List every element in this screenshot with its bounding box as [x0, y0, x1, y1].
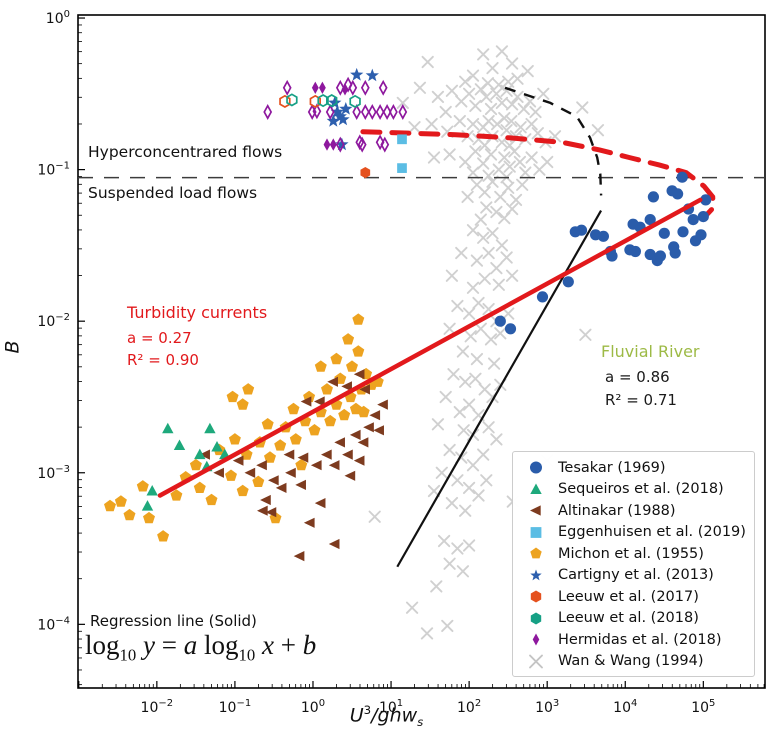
legend-item-label: Eggenhuisen et al. (2019)	[558, 524, 746, 541]
annotation-regression-note: Regression line (Solid)	[90, 612, 257, 630]
legend-item: Leeuw et al. (2017)	[513, 586, 754, 608]
legend-item: Hermidas et al. (2018)	[513, 629, 754, 651]
svg-text:105: 105	[691, 698, 715, 716]
legend-item: Wan & Wang (1994)	[513, 651, 754, 673]
text-segment	[255, 630, 262, 660]
dthin-legend-marker-icon	[532, 633, 540, 646]
x-legend-marker-icon	[529, 654, 543, 669]
series-cartigny	[326, 67, 379, 151]
annotation-fluvial-river: Fluvial River	[601, 342, 700, 361]
fluvial-regression-line	[396, 209, 603, 568]
legend-item-label: Sequeiros et al. (2018)	[558, 481, 724, 498]
svg-text:10−1: 10−1	[219, 698, 252, 716]
text-segment: U	[349, 704, 364, 727]
tri_up-legend-marker-icon	[530, 483, 542, 494]
annotation-turbidity-a: a = 0.27	[127, 329, 192, 347]
text-segment: /ghw	[371, 704, 418, 727]
annotation-fluvial-r2: R² = 0.71	[605, 391, 677, 409]
regression-equation: log10 y = a log10 x + b	[85, 630, 316, 665]
svg-text:10−2: 10−2	[37, 312, 70, 330]
svg-text:104: 104	[613, 698, 637, 716]
legend-item-label: Tesakar (1969)	[558, 459, 666, 476]
legend-item: Sequeiros et al. (2018)	[513, 479, 754, 501]
svg-text:10−4: 10−4	[37, 615, 70, 633]
series-hermidas-filled	[311, 81, 349, 151]
text-segment: +	[273, 630, 303, 660]
text-segment: s	[417, 715, 424, 730]
hex-legend-marker-icon	[530, 612, 542, 625]
series-leeuw2017-open	[279, 94, 321, 108]
legend-item-label: Wan & Wang (1994)	[558, 653, 704, 670]
svg-text:100: 100	[301, 698, 325, 716]
square-legend-marker-icon	[530, 526, 542, 538]
svg-text:100: 100	[46, 9, 70, 27]
text-segment: a	[183, 630, 198, 660]
legend-item: Leeuw et al. (2018)	[513, 608, 754, 630]
legend-item-label: Leeuw et al. (2018)	[558, 610, 699, 627]
legend-item-label: Hermidas et al. (2018)	[558, 631, 722, 648]
pentagon-legend-marker-icon	[530, 547, 542, 559]
legend-item-label: Leeuw et al. (2017)	[558, 588, 699, 605]
tri_left-legend-marker-icon	[530, 505, 541, 516]
text-segment: 10	[119, 645, 137, 665]
annotation-suspended-load-flows: Suspended load flows	[88, 184, 258, 202]
svg-text:101: 101	[379, 698, 403, 716]
legend-item: Altinakar (1988)	[513, 500, 754, 522]
text-segment: 3	[363, 703, 372, 717]
legend-item-label: Altinakar (1988)	[558, 502, 676, 519]
black-dashed-curve	[504, 86, 603, 196]
text-segment: b	[302, 630, 317, 660]
svg-text:103: 103	[535, 698, 559, 716]
hex-legend-marker-icon	[530, 590, 542, 603]
y-axis-ticks: 10−4 10−3 10−2 10−1 100	[37, 9, 85, 686]
text-segment: log	[85, 630, 120, 660]
star-legend-marker-icon	[530, 569, 542, 581]
svg-text:10−2: 10−2	[141, 698, 174, 716]
series-eggenhuisen	[397, 134, 407, 173]
legend: Tesakar (1969) Sequeiros et al. (2018) Alt…	[512, 451, 755, 677]
y-axis-label: B	[1, 340, 24, 354]
plot-border	[77, 14, 766, 689]
series-sequeiros	[141, 422, 231, 511]
text-segment: 10	[238, 645, 256, 665]
series-hermidas-open	[263, 76, 408, 153]
legend-item-label: Michon et al. (1955)	[558, 545, 704, 562]
annotation-hyperconcentrated-flows: Hyperconcentrared flows	[88, 143, 283, 161]
svg-text:102: 102	[457, 698, 481, 716]
text-segment: log	[197, 630, 239, 660]
text-segment: x	[261, 630, 274, 660]
legend-item: Cartigny et al. (2013)	[513, 565, 754, 587]
annotation-turbidity-currents: Turbidity currents	[127, 303, 268, 322]
legend-item-label: Cartigny et al. (2013)	[558, 567, 714, 584]
series-leeuw2018-open	[286, 93, 361, 108]
annotation-turbidity-r2: R² = 0.90	[127, 351, 199, 369]
circle-legend-marker-icon	[530, 461, 542, 474]
x-axis-label: U3/ghws	[0, 703, 773, 729]
series-leeuw2017-filled	[360, 167, 371, 179]
x-axis-ticks: 10−2 10−1 100 101 102 103 104 105	[78, 681, 765, 716]
text-segment: y	[143, 630, 155, 660]
legend-item: Tesakar (1969)	[513, 457, 754, 479]
annotation-fluvial-a: a = 0.86	[605, 368, 670, 386]
legend-item: Michon et al. (1955)	[513, 543, 754, 565]
svg-text:10−3: 10−3	[37, 464, 70, 482]
turbidity-regression-line	[157, 197, 703, 498]
legend-item: Eggenhuisen et al. (2019)	[513, 522, 754, 544]
series-altinakar	[199, 369, 388, 562]
svg-text:10−1: 10−1	[37, 161, 70, 179]
text-segment	[136, 630, 143, 660]
text-segment: =	[154, 630, 184, 660]
red-dashed-curve	[360, 129, 717, 218]
